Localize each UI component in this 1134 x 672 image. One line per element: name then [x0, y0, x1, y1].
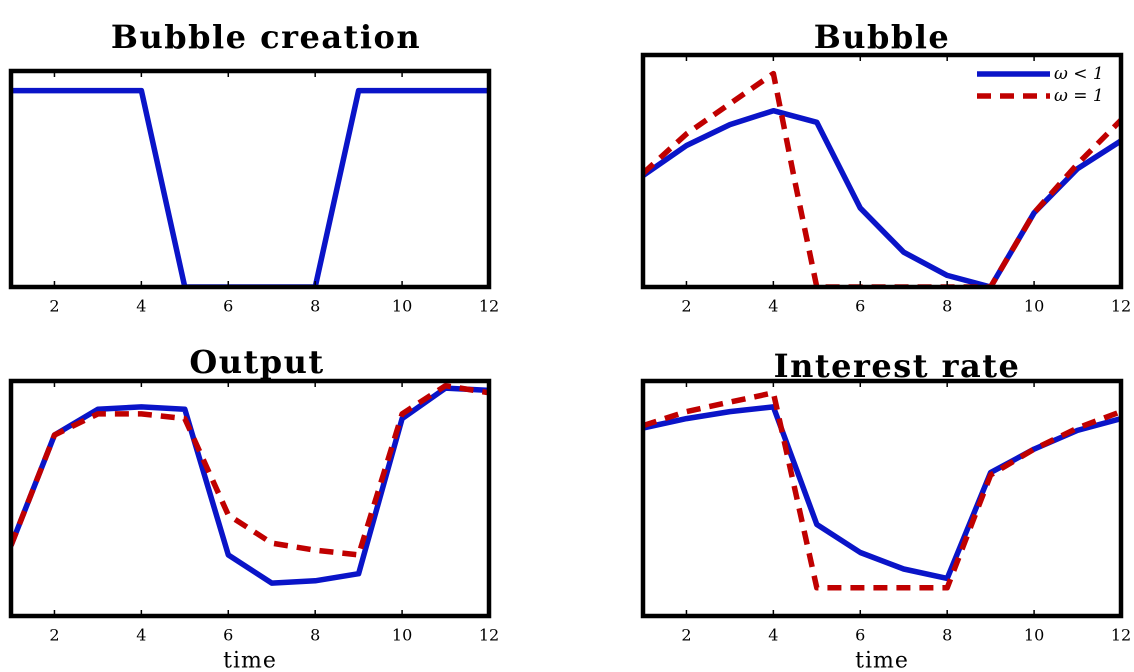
x-tick-label: 8 [942, 297, 952, 316]
panel-2: Output 2 4 6 8 10 12 time [8, 343, 499, 672]
x-axis-label: time [223, 649, 277, 672]
axes-frame [8, 378, 492, 619]
panel-0: Bubble creation 2 4 6 8 10 12 [8, 18, 499, 316]
x-tick-label: 4 [768, 297, 778, 316]
x-tick-label: 4 [768, 626, 778, 645]
series-line-omega_eq_1 [643, 390, 1121, 591]
x-tick-label: 12 [479, 297, 499, 316]
x-tick-label: 2 [681, 297, 691, 316]
chart-title: Bubble [814, 18, 951, 56]
axes-frame [8, 68, 492, 290]
x-tick-label: 10 [1024, 297, 1044, 316]
series-line-omega_eq_1 [11, 382, 489, 558]
series-line-omega_lt_1 [11, 87, 489, 287]
axes-frame [640, 378, 1124, 619]
panel-1: Bubble 2 4 6 8 10 12 ω < 1ω = 1 [640, 18, 1131, 316]
series-line-omega_lt_1 [11, 385, 489, 586]
panel-3: Interest rate 2 4 6 8 10 12 time [640, 347, 1131, 672]
legend-label-omega_lt_1: ω < 1 [1054, 64, 1104, 84]
axes-frame [640, 52, 1124, 290]
x-tick-label: 10 [392, 297, 412, 316]
x-tick-label: 6 [223, 297, 233, 316]
x-tick-label: 12 [1111, 297, 1131, 316]
x-tick-label: 6 [223, 626, 233, 645]
x-tick-label: 8 [942, 626, 952, 645]
chart-title: Interest rate [774, 347, 1021, 385]
chart-title: Output [189, 343, 324, 381]
x-axis-label: time [855, 649, 909, 672]
legend: ω < 1ω = 1 [977, 64, 1104, 106]
x-tick-label: 6 [855, 626, 865, 645]
x-tick-label: 6 [855, 297, 865, 316]
x-tick-label: 8 [310, 626, 320, 645]
legend-label-omega_eq_1: ω = 1 [1054, 86, 1104, 106]
x-tick-label: 4 [136, 297, 146, 316]
series-line-omega_lt_1 [643, 107, 1121, 287]
x-tick-label: 12 [1111, 626, 1131, 645]
x-tick-label: 2 [681, 626, 691, 645]
x-tick-label: 4 [136, 626, 146, 645]
chart-title: Bubble creation [111, 18, 421, 56]
x-tick-label: 2 [49, 626, 59, 645]
x-tick-label: 2 [49, 297, 59, 316]
series-line-omega_lt_1 [643, 404, 1121, 582]
x-tick-label: 8 [310, 297, 320, 316]
series-line-omega_eq_1 [643, 70, 1121, 287]
x-tick-label: 10 [392, 626, 412, 645]
x-tick-label: 12 [479, 626, 499, 645]
x-tick-label: 10 [1024, 626, 1044, 645]
